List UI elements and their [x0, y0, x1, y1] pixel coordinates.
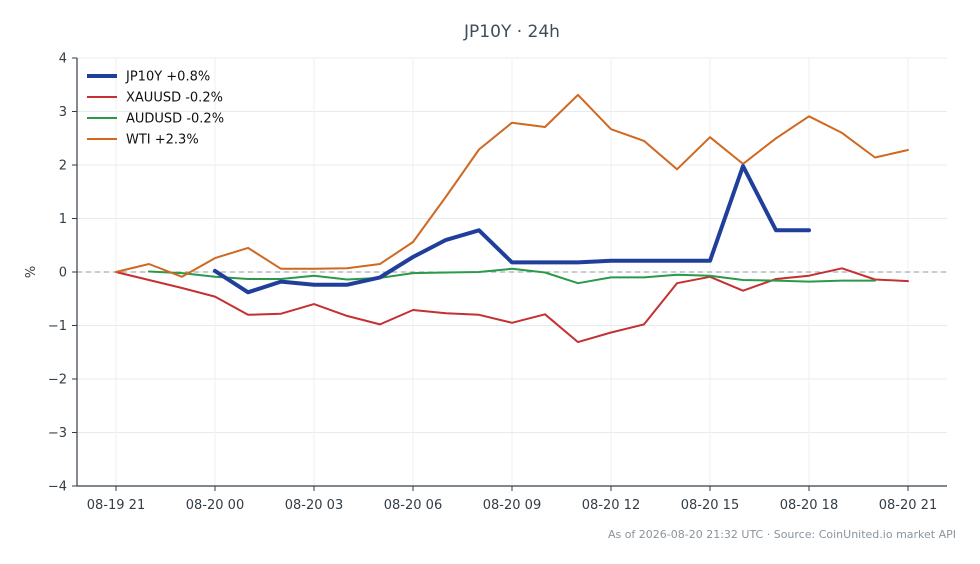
y-tick-label-8: −4 — [48, 480, 67, 495]
x-axis-ticks: 08-19 21 08-20 00 08-20 03 08-20 06 08-20 09… — [87, 486, 937, 513]
y-tick-label-1: 3 — [59, 105, 67, 120]
x-tick-label-1: 08-20 00 — [186, 498, 244, 513]
series-line-0 — [213, 164, 811, 295]
y-tick-label-7: −3 — [48, 426, 67, 441]
y-tick-label-4: 0 — [59, 266, 67, 281]
footnote: As of 2026-08-20 21:32 UTC · Source: Coi… — [608, 528, 956, 541]
series-line-3 — [115, 93, 909, 278]
legend: JP10Y +0.8% XAUUSD -0.2% AUDUSD -0.2% WTI +… — [87, 70, 224, 148]
y-axis-label: % — [24, 266, 39, 278]
y-tick-label-5: −1 — [48, 319, 67, 334]
legend-label-2: AUDUSD -0.2% — [126, 112, 224, 127]
legend-label-3: WTI +2.3% — [126, 133, 199, 148]
x-tick-label-6: 08-20 15 — [681, 498, 739, 513]
y-tick-label-2: 2 — [59, 159, 67, 174]
y-tick-label-0: 4 — [59, 52, 67, 67]
x-tick-label-4: 08-20 09 — [483, 498, 541, 513]
series-group — [115, 93, 909, 344]
x-tick-label-7: 08-20 18 — [780, 498, 838, 513]
x-tick-label-8: 08-20 21 — [879, 498, 937, 513]
series-line-2 — [148, 267, 876, 285]
x-tick-label-2: 08-20 03 — [285, 498, 343, 513]
chart-title: JP10Y · 24h — [463, 22, 560, 42]
series-line-1 — [115, 267, 909, 344]
y-axis-ticks: 4 3 2 1 0 −1 −2 −3 −4 — [48, 52, 77, 495]
x-tick-label-3: 08-20 06 — [384, 498, 442, 513]
x-tick-label-5: 08-20 12 — [582, 498, 640, 513]
y-tick-label-3: 1 — [59, 212, 67, 227]
legend-label-1: XAUUSD -0.2% — [126, 91, 223, 106]
legend-label-0: JP10Y +0.8% — [125, 70, 210, 85]
y-tick-label-6: −2 — [48, 373, 67, 388]
x-tick-label-0: 08-19 21 — [87, 498, 145, 513]
